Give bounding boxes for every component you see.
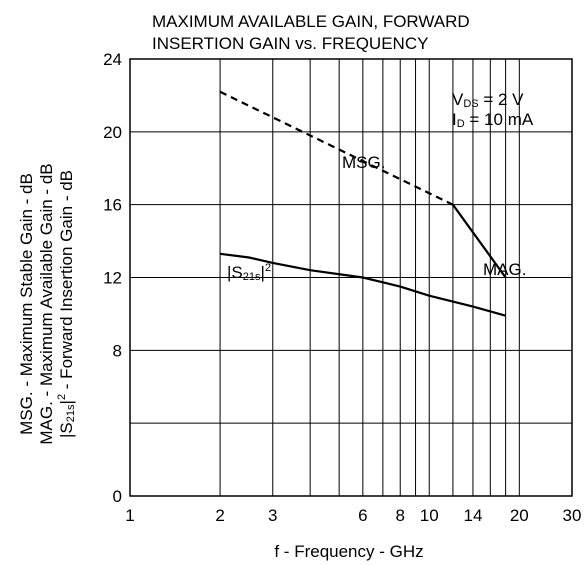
vds-value: = 2 V [479, 90, 525, 109]
y-s21-superscript: 2 [56, 394, 68, 400]
y-tick-label: 20 [103, 123, 122, 142]
plot-border [129, 58, 573, 497]
s21-superscript: 2 [265, 262, 271, 274]
s21-suffix: | [261, 263, 265, 282]
y-s21-prefix: |S [57, 422, 76, 438]
vds-subscript: DS [463, 98, 478, 110]
id-condition: ID = 10 mA [452, 110, 534, 130]
x-tick-label: 1 [125, 506, 134, 525]
s21-prefix: |S [227, 263, 243, 282]
x-tick-label: 30 [563, 506, 582, 525]
y-s21-subscript: 21s [65, 404, 77, 422]
y-tick-label: 24 [103, 50, 122, 69]
y-tick-label: 0 [113, 487, 122, 506]
series-line-msg [219, 90, 454, 206]
y-axis-title-mag: MAG. - Maximum Available Gain - dB [37, 163, 56, 444]
series-line-mag [452, 204, 507, 279]
series-layer [219, 90, 507, 317]
x-axis-title: f - Frequency - GHz [274, 542, 423, 561]
vds-prefix: V [452, 90, 464, 109]
series-label-msg: MSG. [342, 153, 385, 172]
x-tick-label: 10 [420, 506, 439, 525]
chart-title-line-2: INSERTION GAIN vs. FREQUENCY [152, 34, 428, 53]
y-axis-title-msg: MSG. - Maximum Stable Gain - dB [17, 173, 36, 435]
x-tick-label: 3 [268, 506, 277, 525]
plot-frame [129, 58, 573, 497]
y-axis-title-s21: |S21s|2 - Forward Insertion Gain - dB [56, 170, 77, 438]
s21-subscript: 21s [243, 271, 261, 283]
series-line-s21 [219, 252, 506, 317]
x-tick-label: 14 [463, 506, 482, 525]
y-tick-label: 8 [113, 341, 122, 360]
x-tick-label: 20 [510, 506, 529, 525]
x-tick-label: 8 [395, 506, 404, 525]
vds-condition: VDS = 2 V [452, 90, 524, 110]
id-subscript: D [457, 118, 465, 130]
id-prefix: I [452, 110, 457, 129]
x-tick-label: 6 [358, 506, 367, 525]
y-tick-label: 12 [103, 269, 122, 288]
y-tick-label: 16 [103, 196, 122, 215]
x-tick-label: 2 [215, 506, 224, 525]
grid-layer [130, 59, 572, 496]
y-s21-rest: - Forward Insertion Gain - dB [57, 170, 76, 394]
chart-title-line-1: MAXIMUM AVAILABLE GAIN, FORWARD [152, 12, 470, 31]
series-label-mag: MAG. [483, 260, 526, 279]
y-s21-suffix: | [57, 400, 76, 404]
series-label-s21: |S21s|2 [227, 262, 271, 283]
id-value: = 10 mA [465, 110, 534, 129]
